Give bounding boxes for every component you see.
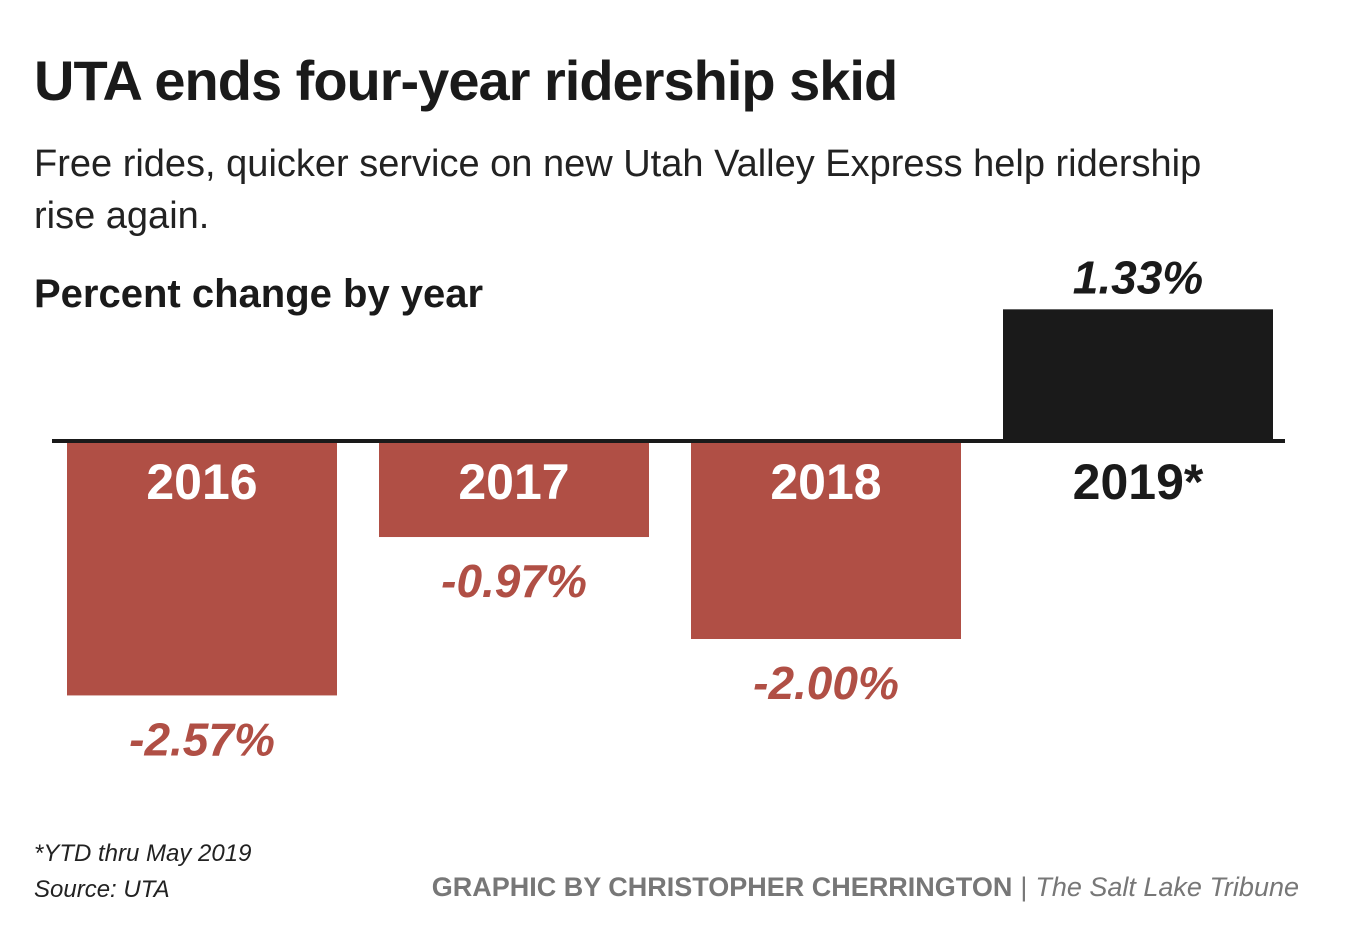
footnote: *YTD thru May 2019 bbox=[34, 840, 252, 867]
chart-subtitle: Free rides, quicker service on new Utah … bbox=[34, 143, 1202, 237]
value-label-2017: -0.97% bbox=[441, 555, 587, 607]
year-label-2019: 2019* bbox=[1073, 454, 1204, 510]
credit-author: GRAPHIC BY CHRISTOPHER CHERRINGTON bbox=[431, 872, 1013, 902]
chart-title: UTA ends four-year ridership skid bbox=[34, 49, 898, 112]
bar-2016 bbox=[67, 441, 337, 696]
year-label-2018: 2018 bbox=[770, 454, 881, 510]
credit-publication: The Salt Lake Tribune bbox=[1035, 872, 1299, 902]
year-label-2016: 2016 bbox=[146, 454, 257, 510]
bar-2017 bbox=[379, 441, 649, 538]
bar-2019 bbox=[1003, 309, 1273, 441]
bar-2018 bbox=[691, 441, 961, 639]
credit-separator: | bbox=[1020, 872, 1028, 902]
value-label-2019: 1.33% bbox=[1073, 251, 1203, 303]
graphic-credit: GRAPHIC BY CHRISTOPHER CHERRINGTON | The S… bbox=[432, 872, 1299, 903]
value-label-2016: -2.57% bbox=[129, 713, 275, 765]
source-note: Source: UTA bbox=[34, 876, 170, 903]
measure-label: Percent change by year bbox=[34, 272, 484, 316]
year-label-2017: 2017 bbox=[458, 454, 569, 510]
value-label-2018: -2.00% bbox=[753, 657, 899, 709]
